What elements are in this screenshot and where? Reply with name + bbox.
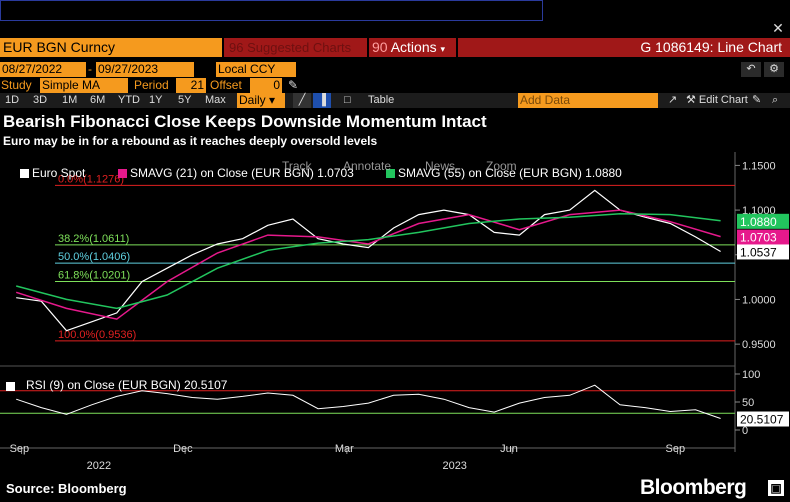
dropdown-icon: ▾ [440,44,446,54]
last-value-label: 1.0537 [740,245,777,259]
legend-swatch-sma21 [118,169,127,178]
x-year-label: 2022 [87,460,111,472]
rsi-line [16,384,721,419]
sma21-line [15,209,721,320]
bloomberg-terminal-icon: ▣ [768,480,784,496]
y-tick-label: 0.9500 [742,339,776,351]
legend-sma21: SMAVG (21) on Close (EUR BGN) 1.0703 [130,166,354,180]
last-value-label: 1.0703 [740,231,777,245]
legend-rsi: RSI (9) on Close (EUR BGN) 20.5107 [26,378,228,392]
timeframe-1y-button[interactable]: 1Y [149,94,163,106]
line-chart-icon[interactable]: ╱ [293,93,311,108]
rsi-tick-label: 100 [742,369,760,381]
table-button[interactable]: Table [368,94,395,106]
pencil-icon[interactable]: ✎ [288,78,299,92]
offset-input[interactable]: 0 [250,78,282,93]
x-year-label: 2023 [442,460,466,472]
fib-level-label: 61.8%(1.0201) [58,269,130,281]
study-label: Study [1,78,32,92]
resize-icon[interactable]: ↗ [668,94,678,106]
security-field[interactable]: EUR BGN Curncy [0,38,222,57]
bloomberg-logo: Bloomberg [640,476,747,499]
actions-menu[interactable]: 90 Actions ▾ [369,38,456,57]
chart-title: Bearish Fibonacci Close Keeps Downside M… [3,112,487,131]
legend-swatch-euro [20,169,29,178]
date-separator: - [88,62,92,76]
timeframe-3d-button[interactable]: 3D [33,94,48,106]
zoom-icon[interactable]: ⌕ [772,94,779,106]
last-value-box [737,213,789,229]
legend-sma55: SMAVG (55) on Close (EUR BGN) 1.0880 [398,166,622,180]
timeframe-1m-button[interactable]: 1M [62,94,78,106]
currency-select[interactable]: Local CCY [216,62,296,77]
x-month-label: Mar [335,443,354,455]
timeframe-max-button[interactable]: Max [205,94,226,106]
settings-icon[interactable]: ⚙ [764,62,784,77]
sma55-line [16,212,721,310]
last-value-box [737,244,789,260]
period-input[interactable]: 21 [176,78,206,93]
offset-label: Offset [210,78,242,92]
x-month-label: Dec [173,443,193,455]
suggested-charts-button[interactable]: 96 Suggested Charts [224,38,367,57]
edit-chart-label: Edit Chart [698,94,748,106]
rsi-tick-label: 0 [742,425,748,437]
rsi-last-value-label: 20.5107 [740,413,784,427]
source-footer: Source: Bloomberg [6,481,127,496]
legend-swatch-rsi [6,382,15,391]
currency-value: Local CCY [218,62,276,76]
fib-level-label: 0.0%(1.1276) [58,173,124,185]
timeframe-6m-button[interactable]: 6M [90,94,106,106]
legend-swatch-sma55 [386,169,395,178]
x-month-label: Sep [10,443,30,455]
x-month-label: Jun [500,443,518,455]
chart-menu-annotate: Annotate [343,159,391,173]
start-date-input[interactable]: 08/27/2022 [0,62,86,77]
legend-euro: Euro Spot [32,166,86,180]
chart-menu-track: Track [282,159,313,173]
last-value-label: 1.0880 [740,215,777,229]
table-checkbox[interactable]: □ [344,94,351,106]
y-tick-label: 1.1500 [742,160,776,172]
edit-chart-button[interactable]: ⚒ Edit Chart [686,94,748,106]
graph-title: G 1086149: Line Chart [458,38,790,57]
period-label: Period [134,78,169,92]
end-date-input[interactable]: 09/27/2023 [96,62,194,77]
timeframe-5y-button[interactable]: 5Y [178,94,192,106]
fib-level-label: 100.0%(0.9536) [58,329,136,341]
add-data-input[interactable]: Add Data [518,93,658,108]
frequency-value: Daily [239,93,266,107]
study-select[interactable]: Simple MA [40,78,128,93]
x-month-label: Sep [665,443,685,455]
euro-spot-line [16,189,721,332]
price-chart[interactable]: 0.95001.00001.05001.10001.15000.0%(1.127… [0,152,790,474]
timeframe-ytd-button[interactable]: YTD [118,94,140,106]
fib-level-label: 50.0%(1.0406) [58,251,130,263]
frequency-select[interactable]: Daily ▾ [237,93,285,108]
edit-icon[interactable]: ✎ [752,94,762,106]
chart-menu-news: News [425,159,455,173]
suggested-number: 96 [229,40,244,55]
chart-subtitle: Euro may be in for a rebound as it reach… [3,134,378,148]
actions-label: Actions [390,39,437,55]
bar-chart-icon[interactable]: ▐ [313,93,331,108]
last-value-box [737,229,789,245]
command-line-input[interactable] [0,0,543,21]
close-icon[interactable]: ✕ [772,20,784,36]
fib-level-label: 38.2%(1.0611) [58,233,129,245]
undo-icon[interactable]: ↶ [741,62,761,77]
timeframe-1d-button[interactable]: 1D [5,94,20,106]
rsi-tick-label: 50 [742,397,754,409]
suggested-label: Suggested Charts [247,40,352,55]
chart-menu-zoom: Zoom [486,159,517,173]
y-tick-label: 1.0000 [742,294,776,306]
rsi-last-value-box [737,411,789,427]
actions-number: 90 [372,39,388,55]
